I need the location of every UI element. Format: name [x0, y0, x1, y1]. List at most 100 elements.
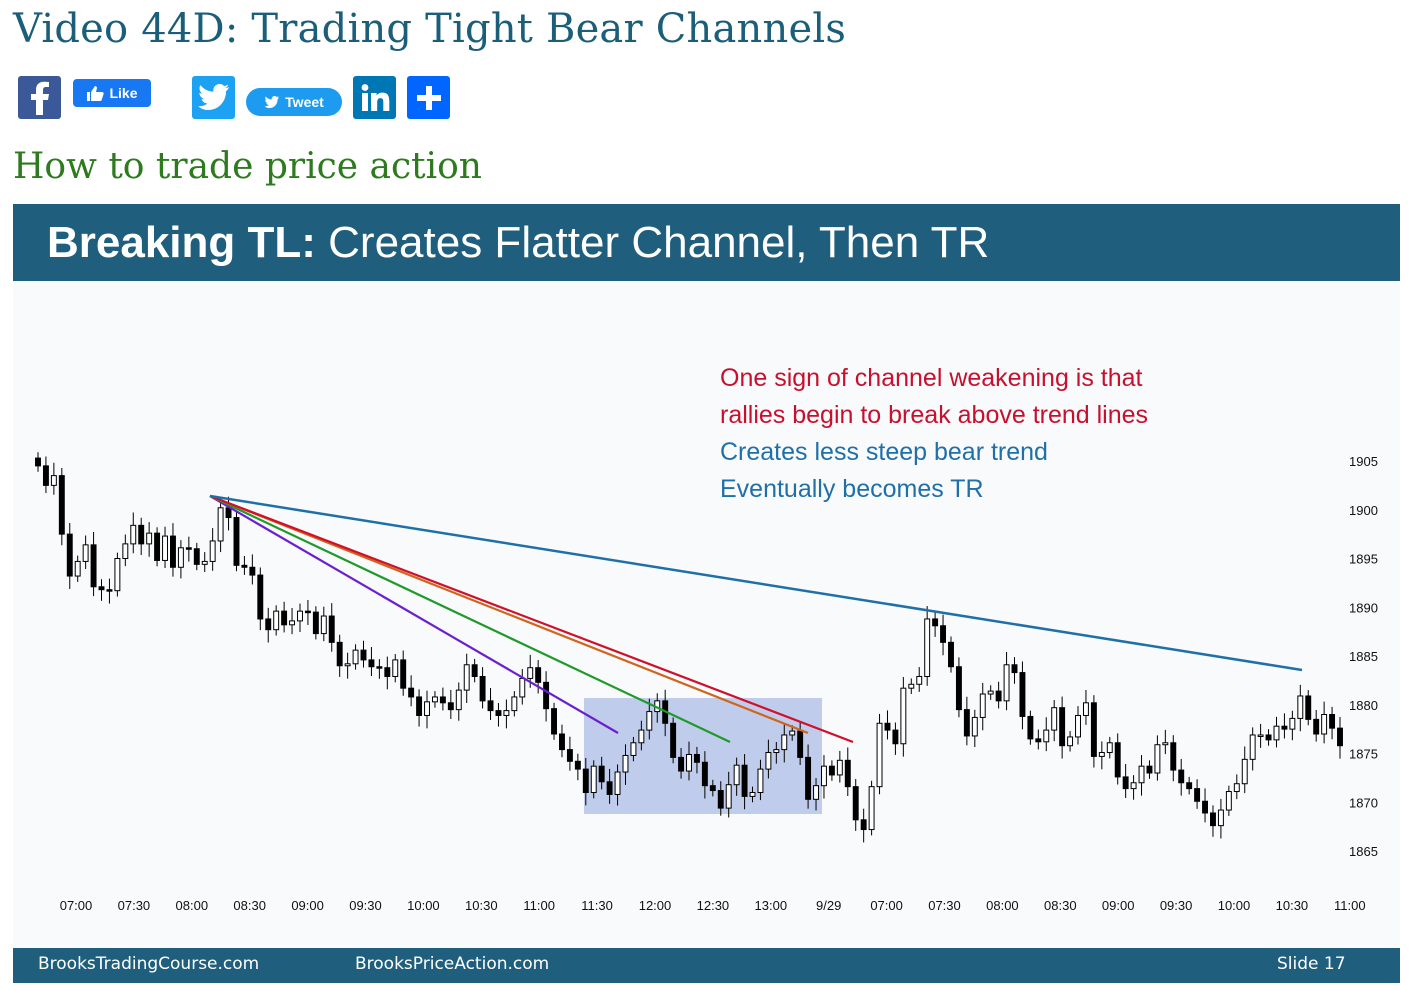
candle [1027, 715, 1034, 740]
twitter-bird-small-icon [264, 95, 280, 108]
twitter-share-button[interactable] [192, 76, 235, 119]
candle [511, 696, 518, 712]
candle [1122, 776, 1129, 790]
tweet-button[interactable]: Tweet [246, 88, 342, 116]
y-tick-label: 1905 [1349, 454, 1378, 469]
candle [709, 785, 716, 792]
candle [400, 659, 407, 689]
trend-line-purple [209, 495, 619, 734]
candle [1297, 695, 1304, 719]
candle [328, 615, 335, 643]
x-tick-label: 12:00 [639, 898, 672, 913]
x-tick-label: 08:00 [176, 898, 209, 913]
x-tick-label: 10:30 [465, 898, 498, 913]
x-tick-label: 07:30 [118, 898, 151, 913]
candle [844, 759, 851, 788]
slide-image: Breaking TL: Creates Flatter Channel, Th… [13, 204, 1400, 983]
y-tick-label: 1865 [1349, 844, 1378, 859]
candle [1075, 714, 1081, 738]
candle [638, 729, 645, 744]
candle [360, 649, 367, 661]
candle [519, 677, 526, 698]
candle [598, 765, 605, 783]
linkedin-share-button[interactable] [353, 76, 396, 119]
y-tick-label: 1900 [1349, 503, 1378, 518]
candle [987, 690, 994, 695]
candle [1329, 714, 1336, 729]
annotation-red-line-1: One sign of channel weakening is that [720, 364, 1143, 392]
slide-footer: BrooksTradingCourse.com BrooksPriceActio… [13, 948, 1400, 983]
candle [463, 664, 470, 691]
share-more-button[interactable] [407, 76, 450, 119]
candle [265, 618, 272, 631]
candle [35, 457, 41, 467]
candle [138, 524, 145, 545]
candle [217, 507, 224, 542]
candle [1162, 742, 1169, 746]
x-tick-label: 12:30 [697, 898, 730, 913]
candle [114, 558, 121, 592]
candle [154, 532, 161, 561]
plus-icon [416, 85, 441, 110]
candle [1067, 736, 1074, 747]
x-tick-label: 08:30 [1044, 898, 1077, 913]
candle [1225, 791, 1232, 811]
candle [590, 765, 597, 793]
candle [566, 749, 573, 762]
trend-line-red [209, 494, 854, 744]
candle [352, 649, 359, 665]
x-tick-label: 09:30 [349, 898, 382, 913]
x-tick-label: 08:30 [233, 898, 266, 913]
candle [1098, 752, 1105, 757]
trend-line-green [209, 495, 731, 743]
candle [225, 507, 232, 519]
candle [582, 768, 589, 794]
candle [1337, 727, 1343, 747]
x-tick-label: 10:00 [407, 898, 440, 913]
candle [1321, 714, 1328, 735]
candle [670, 722, 677, 758]
x-tick-label: 07:00 [870, 898, 903, 913]
candle [431, 696, 438, 703]
facebook-like-button[interactable]: Like [73, 79, 151, 107]
candle [257, 574, 264, 620]
candle [1146, 765, 1153, 774]
candle [384, 667, 391, 677]
candle [193, 548, 200, 565]
candle [725, 784, 732, 809]
candle [42, 465, 49, 486]
candle [559, 733, 565, 751]
candle [106, 589, 113, 592]
page-title: Video 44D: Trading Tight Bear Channels [13, 6, 847, 52]
candle [876, 722, 883, 788]
candle [963, 709, 970, 737]
candle [146, 532, 153, 545]
slide-title-bold: Breaking TL: [47, 218, 316, 267]
candle [1106, 742, 1113, 754]
candle [828, 765, 835, 776]
candle [574, 760, 581, 770]
y-tick-label: 1885 [1349, 649, 1378, 664]
candle [789, 730, 796, 736]
x-tick-label: 11:00 [523, 898, 555, 913]
x-tick-label: 10:00 [1218, 898, 1251, 913]
candle [1273, 725, 1280, 741]
thumbs-up-icon [87, 86, 105, 101]
twitter-icon [197, 83, 229, 110]
candle [320, 615, 327, 635]
candle [916, 675, 923, 685]
candle [535, 667, 542, 683]
candle [630, 742, 637, 756]
candle [955, 666, 962, 711]
facebook-share-button[interactable] [18, 76, 61, 119]
candle [646, 711, 653, 731]
candlestick-chart: 1905 1900 1895 1890 1885 1880 1875 1870 1865 07:… [35, 364, 1378, 913]
candle [1178, 769, 1185, 784]
candle [1313, 718, 1320, 735]
candle [471, 664, 478, 677]
facebook-icon [30, 81, 49, 115]
candle [233, 517, 240, 566]
annotation-red-line-2: rallies begin to break above trend lines [720, 401, 1148, 429]
candle [543, 681, 550, 710]
candle [58, 475, 65, 535]
